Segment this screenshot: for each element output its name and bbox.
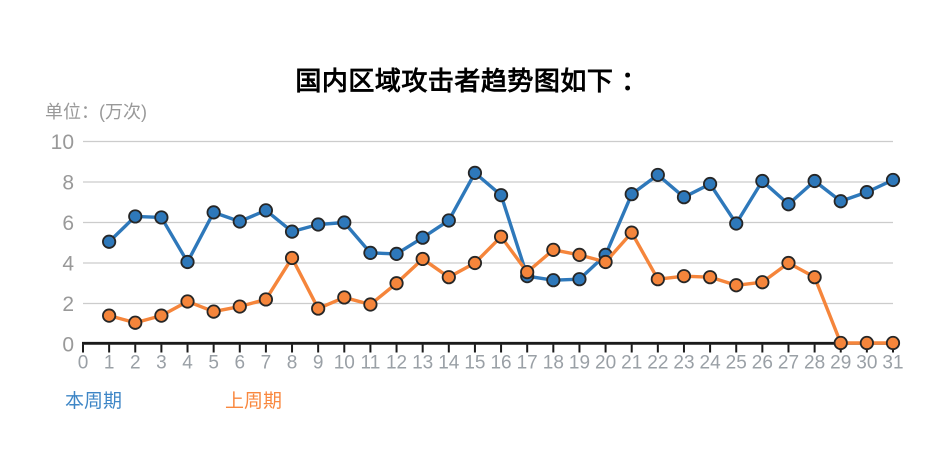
svg-text:21: 21 — [621, 353, 642, 374]
svg-text:6: 6 — [62, 212, 74, 235]
chart-title: 国内区域攻击者趋势图如下 ： — [295, 66, 648, 96]
legend-current-period[interactable]: 本周期 — [65, 391, 123, 412]
svg-text:12: 12 — [386, 353, 407, 374]
svg-text:27: 27 — [778, 353, 799, 374]
svg-text:4: 4 — [62, 253, 74, 276]
unit-label: 单位：(万次) — [45, 102, 147, 122]
svg-text:17: 17 — [517, 353, 538, 374]
svg-text:0: 0 — [78, 353, 89, 374]
svg-text:16: 16 — [490, 353, 511, 374]
svg-text:24: 24 — [700, 353, 722, 374]
svg-text:29: 29 — [830, 353, 851, 374]
svg-text:10: 10 — [334, 353, 355, 374]
svg-text:1: 1 — [104, 353, 115, 374]
svg-text:3: 3 — [156, 353, 167, 374]
legend-previous-period[interactable]: 上周期 — [225, 391, 283, 412]
svg-text:0: 0 — [62, 334, 74, 357]
svg-text:9: 9 — [313, 353, 324, 374]
svg-text:6: 6 — [234, 353, 245, 374]
svg-text:8: 8 — [62, 172, 74, 195]
svg-text:26: 26 — [752, 353, 773, 374]
svg-text:30: 30 — [856, 353, 877, 374]
svg-text:25: 25 — [726, 353, 747, 374]
svg-text:2: 2 — [62, 293, 74, 316]
svg-text:8: 8 — [287, 353, 298, 374]
svg-text:11: 11 — [361, 353, 381, 374]
svg-text:13: 13 — [412, 353, 433, 374]
svg-text:2: 2 — [130, 353, 141, 374]
svg-text:15: 15 — [464, 353, 485, 374]
svg-text:5: 5 — [208, 353, 219, 374]
svg-text:19: 19 — [569, 353, 590, 374]
svg-text:31: 31 — [882, 353, 903, 374]
svg-text:18: 18 — [543, 353, 564, 374]
svg-text:4: 4 — [182, 353, 193, 374]
svg-text:14: 14 — [438, 353, 460, 374]
svg-text:23: 23 — [673, 353, 694, 374]
svg-text:28: 28 — [804, 353, 825, 374]
svg-text:20: 20 — [595, 353, 616, 374]
svg-text:22: 22 — [647, 353, 668, 374]
svg-text:7: 7 — [261, 353, 272, 374]
svg-text:10: 10 — [51, 131, 74, 154]
